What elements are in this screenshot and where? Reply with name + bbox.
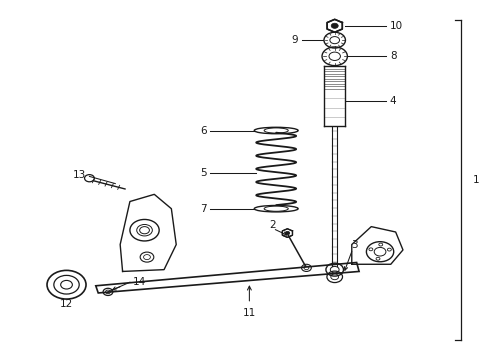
Text: 2: 2 bbox=[269, 220, 276, 230]
Text: 5: 5 bbox=[200, 168, 206, 178]
Circle shape bbox=[285, 231, 289, 235]
Text: 12: 12 bbox=[60, 299, 73, 309]
Text: 13: 13 bbox=[73, 170, 86, 180]
Text: 11: 11 bbox=[242, 308, 256, 318]
Text: 9: 9 bbox=[291, 35, 298, 45]
Text: 7: 7 bbox=[200, 204, 206, 214]
Text: 4: 4 bbox=[389, 96, 396, 106]
Text: 8: 8 bbox=[389, 51, 396, 61]
Text: 14: 14 bbox=[132, 277, 145, 287]
Text: 3: 3 bbox=[350, 240, 357, 250]
Text: 1: 1 bbox=[472, 175, 478, 185]
Text: 10: 10 bbox=[389, 21, 402, 31]
Circle shape bbox=[330, 23, 338, 28]
Text: 6: 6 bbox=[200, 126, 206, 135]
